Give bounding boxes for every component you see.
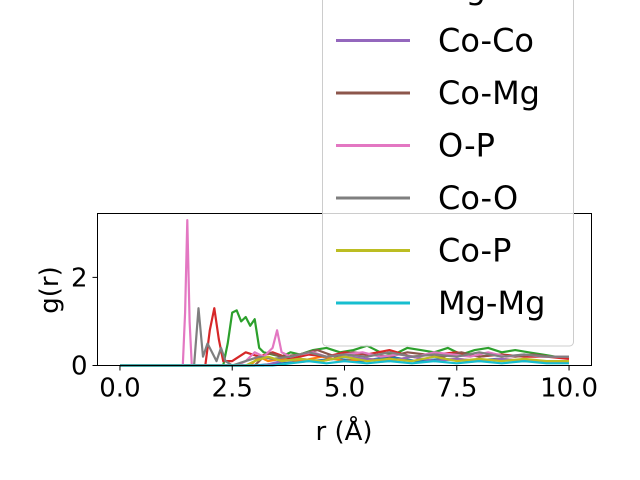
legend-label: Co-Co [438,22,534,60]
y-tick-label: 2 [71,263,88,293]
legend-label: O-P [438,127,495,165]
x-tick-label: 5.0 [324,374,365,404]
legend-label: Co-P [438,232,511,270]
legend-label: Mg-Mg [438,284,545,322]
legend-frame [322,0,574,347]
x-tick-label: 0.0 [99,374,140,404]
legend-label: Mg-O [438,0,524,7]
legend-label: Co-O [438,179,518,217]
x-tick-label: 2.5 [212,374,253,404]
series-line-8 [120,355,569,367]
x-tick-label: 10.0 [540,374,598,404]
legend-label: Co-Mg [438,74,540,112]
x-axis-title: r (Å) [315,415,372,447]
series-line-9 [120,360,569,367]
y-axis: 02 [71,263,98,382]
series-line-7 [120,307,569,367]
x-axis: 0.0 2.5 5.0 7.5 10.0 [99,365,598,404]
y-tick-label: 0 [71,352,88,382]
y-axis-title: g(r) [35,266,65,313]
x-tick-label: 7.5 [436,374,477,404]
